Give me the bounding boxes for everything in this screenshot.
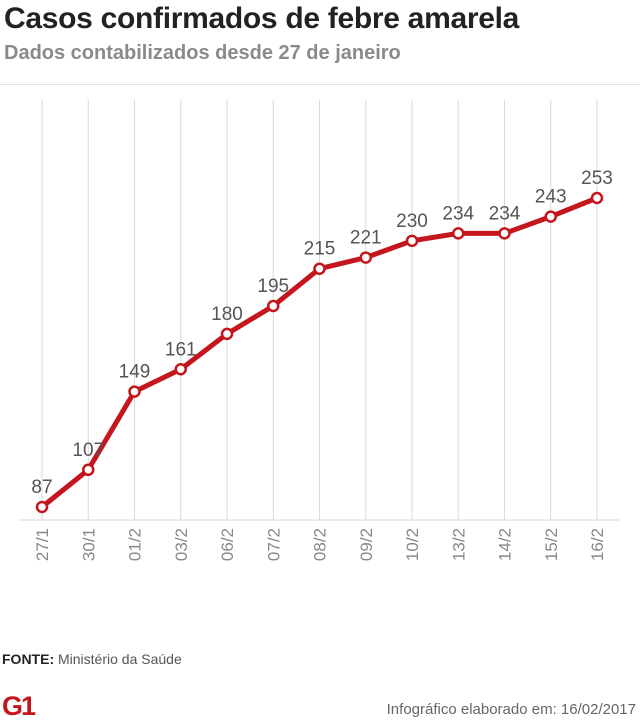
data-point xyxy=(174,363,187,376)
data-label: 253 xyxy=(581,168,613,189)
x-tick-label: 08/2 xyxy=(311,528,330,561)
infographic-credit: Infográfico elaborado em: 16/02/2017 xyxy=(386,701,636,718)
data-point xyxy=(359,251,372,264)
data-point xyxy=(405,234,419,248)
data-point xyxy=(590,191,604,205)
data-label: 149 xyxy=(119,362,151,383)
data-label: 107 xyxy=(72,440,104,461)
data-point xyxy=(82,463,95,477)
x-tick-label: 07/2 xyxy=(264,528,283,561)
data-point xyxy=(220,327,234,341)
data-point xyxy=(35,500,49,514)
grid-layer xyxy=(18,100,620,521)
data-label: 234 xyxy=(442,203,474,224)
x-tick-label: 15/2 xyxy=(542,528,561,561)
data-point xyxy=(452,227,465,240)
source-label: FONTE: xyxy=(2,651,55,667)
x-tick-label: 13/2 xyxy=(449,528,468,561)
x-tick-label: 14/2 xyxy=(496,528,515,561)
x-tick-label: 09/2 xyxy=(357,528,376,561)
x-tick-label: 06/2 xyxy=(218,528,237,561)
data-point xyxy=(128,385,141,398)
points-layer xyxy=(35,191,604,514)
x-tick-label: 30/1 xyxy=(79,528,98,561)
data-label: 234 xyxy=(489,203,521,224)
header-divider xyxy=(0,84,640,85)
x-tick-label: 03/2 xyxy=(172,528,191,561)
data-point xyxy=(313,262,326,275)
source-note: FONTE: Ministério da Saúde xyxy=(2,651,182,667)
data-label: 243 xyxy=(535,187,567,208)
data-point xyxy=(544,210,557,223)
chart-subtitle: Dados contabilizados desde 27 de janeiro xyxy=(4,42,401,64)
data-point xyxy=(267,299,280,313)
x-tick-label: 01/2 xyxy=(126,528,145,561)
x-tick-label: 10/2 xyxy=(403,528,422,561)
data-label: 180 xyxy=(211,304,243,325)
data-label: 230 xyxy=(396,211,428,232)
x-tick-label: 27/1 xyxy=(33,528,52,561)
source-text: Ministério da Saúde xyxy=(58,651,182,667)
chart-title: Casos confirmados de febre amarela xyxy=(4,2,520,35)
x-tick-label: 16/2 xyxy=(588,528,607,561)
line-chart: 27/1 30/1 01/2 03/2 06/2 07/2 08/2 09/2 10/2 13/2… xyxy=(18,100,620,561)
data-labels-layer: 87 107 149 161 180 195 215 221 230 234 234 243 253 xyxy=(31,168,612,498)
data-point xyxy=(498,227,511,240)
data-label: 221 xyxy=(350,228,382,249)
g1-logo-text: G1 xyxy=(2,692,36,718)
data-label: 195 xyxy=(257,276,289,297)
data-label: 161 xyxy=(165,339,197,360)
data-label: 215 xyxy=(304,239,336,260)
g1-logo: G1 xyxy=(2,692,38,718)
x-axis-ticks: 27/1 30/1 01/2 03/2 06/2 07/2 08/2 09/2 10/2 13/2… xyxy=(33,528,607,561)
data-label: 87 xyxy=(31,477,52,498)
